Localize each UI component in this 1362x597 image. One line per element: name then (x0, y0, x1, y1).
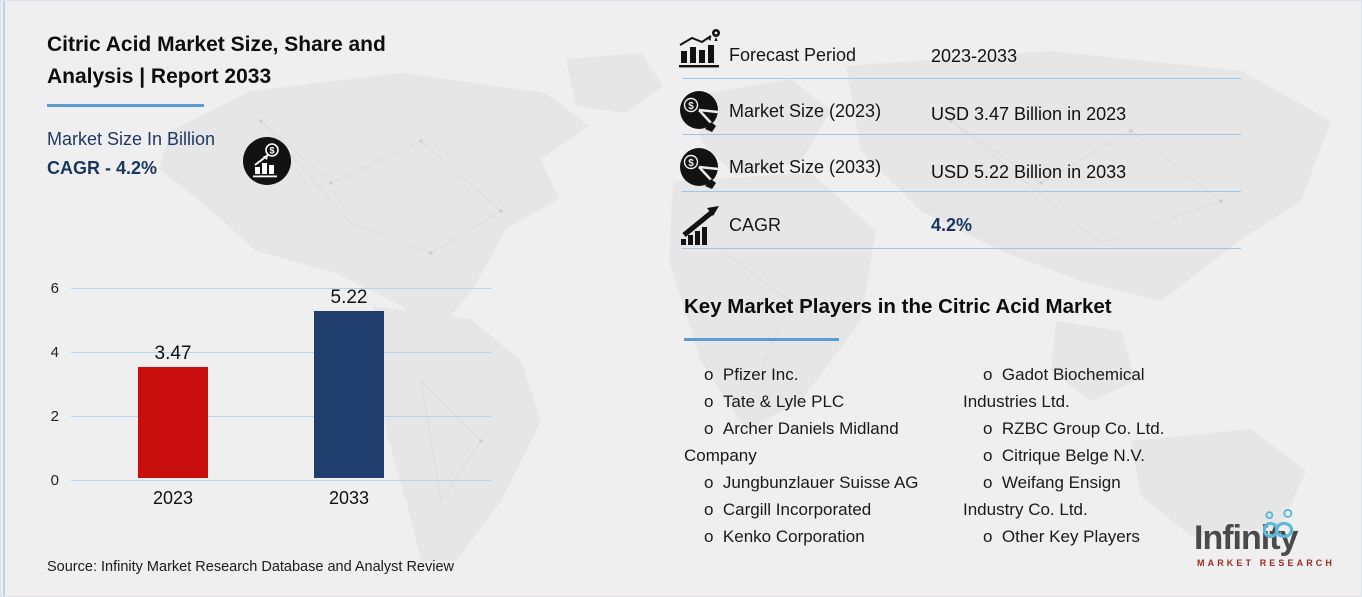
key-players-column-right: Gadot Biochemical Industries Ltd. RZBC G… (963, 361, 1171, 550)
x-axis-label-2033: 2033 (328, 488, 370, 508)
forecast-chart-pin-icon (679, 29, 720, 68)
list-item: Tate & Lyle PLC (684, 388, 936, 415)
y-axis-tick: 4 (50, 344, 59, 361)
list-item: Pfizer Inc. (684, 361, 936, 388)
title-underline (47, 104, 204, 107)
stat-label-market-size-2033: Market Size (2033) (729, 157, 882, 177)
chart-subtitle: Market Size In Billion (47, 129, 216, 149)
x-axis-label-2023: 2023 (152, 488, 194, 508)
list-item: Archer Daniels Midland Company (684, 415, 936, 469)
y-axis-tick: 0 (50, 472, 59, 489)
pie-dollar-icon: $ (680, 148, 719, 189)
row-divider (682, 78, 1241, 79)
row-divider (682, 134, 1241, 135)
key-players-underline (684, 338, 839, 341)
infinity-symbol-icon (1262, 509, 1294, 538)
left-accent-edge (3, 1, 5, 596)
stat-value-cagr: 4.2% (931, 215, 973, 235)
stat-label-forecast-period: Forecast Period (729, 45, 857, 65)
row-divider (682, 248, 1241, 249)
list-item: Other Key Players (963, 523, 1171, 550)
stat-label-market-size-2023: Market Size (2023) (729, 101, 882, 121)
cagr-headline: CAGR - 4.2% (47, 158, 158, 178)
logo-tagline: MARKET RESEARCH (1197, 558, 1336, 568)
gridline-0 (71, 480, 491, 481)
bar-data-label: 3.47 (154, 343, 192, 364)
source-note: Source: Infinity Market Research Databas… (47, 559, 455, 575)
logo-wordmark: Infinity (1194, 519, 1298, 557)
list-item: RZBC Group Co. Ltd. (963, 415, 1171, 442)
y-axis-tick: 6 (50, 280, 59, 297)
bar-2033 (314, 311, 384, 478)
stat-value-market-size-2023: USD 3.47 Billion in 2023 (931, 104, 1127, 124)
stat-value-market-size-2033: USD 5.22 Billion in 2033 (931, 162, 1127, 182)
key-players-heading: Key Market Players in the Citric Acid Ma… (684, 295, 1112, 318)
svg-text:$: $ (688, 101, 694, 112)
list-item: Cargill Incorporated (684, 496, 936, 523)
gridline-6 (71, 288, 491, 289)
list-item: Citrique Belge N.V. (963, 442, 1171, 469)
stat-label-cagr: CAGR (729, 215, 782, 235)
list-item: Kenko Corporation (684, 523, 936, 550)
stat-value-forecast-period: 2023-2033 (931, 46, 1018, 66)
gridline-2 (71, 416, 491, 417)
bar-group-2023: 3.47 (138, 344, 208, 478)
svg-text:$: $ (688, 158, 694, 169)
bar-2023 (138, 367, 208, 478)
gridline-4 (71, 352, 491, 353)
analysis-circle-icon: $ (243, 137, 291, 185)
svg-text:$: $ (269, 146, 274, 156)
list-item: Jungbunzlauer Suisse AG (684, 469, 936, 496)
infinity-market-research-logo: Infinity MARKET RESEARCH (1194, 509, 1354, 568)
key-players-column-left: Pfizer Inc. Tate & Lyle PLC Archer Danie… (684, 361, 936, 550)
row-divider (682, 191, 1241, 192)
pie-dollar-icon: $ (680, 91, 719, 132)
bar-group-2033: 5.22 (314, 288, 384, 478)
bar-data-label: 5.22 (330, 287, 368, 308)
list-item: Gadot Biochemical Industries Ltd. (963, 361, 1171, 415)
growth-arrow-icon (681, 206, 719, 245)
y-axis-tick: 2 (50, 408, 59, 425)
list-item: Weifang Ensign Industry Co. Ltd. (963, 469, 1171, 523)
page-title: Citric Acid Market Size, Share and Analy… (47, 33, 386, 88)
